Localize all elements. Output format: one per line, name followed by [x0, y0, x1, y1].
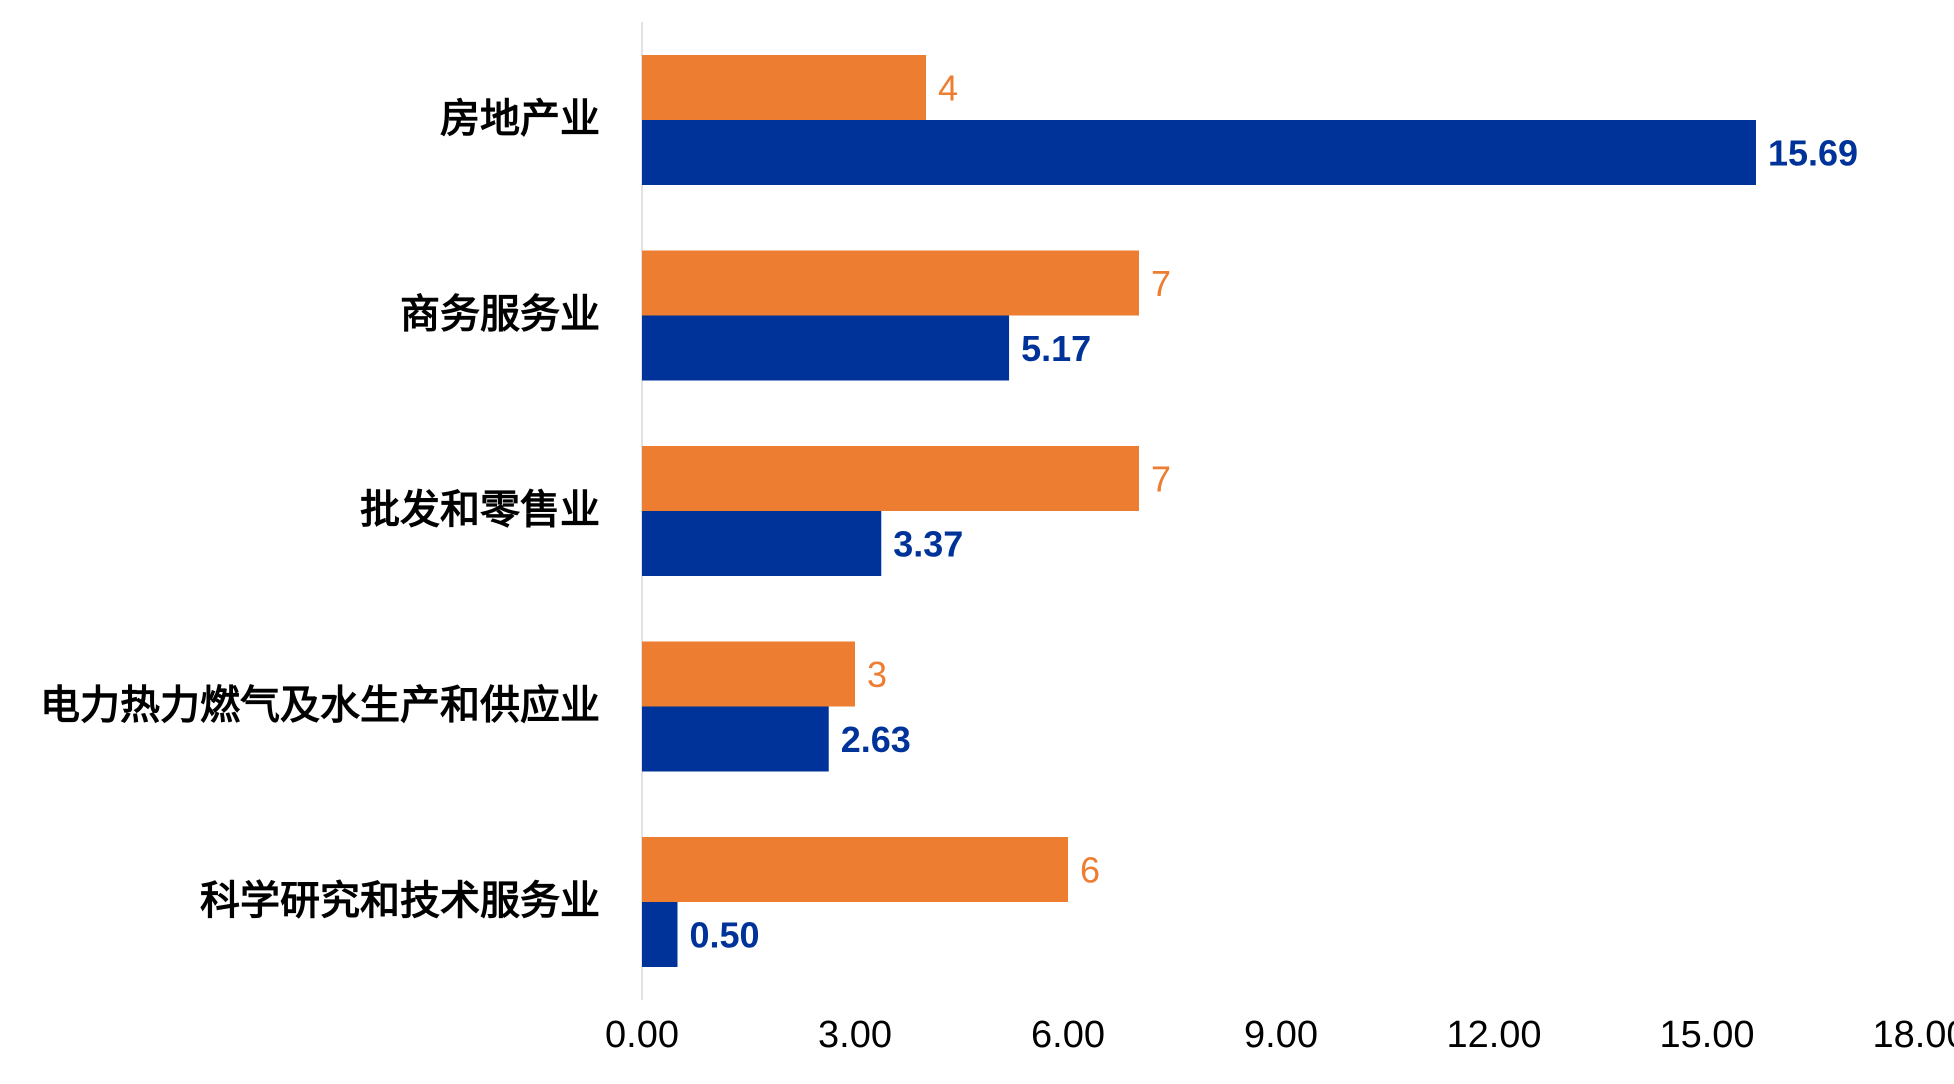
bar-series-2: [642, 315, 1010, 381]
data-label: 4: [938, 68, 958, 109]
data-label: 2.63: [841, 719, 911, 760]
data-label: 3: [867, 654, 887, 695]
data-label: 7: [1151, 263, 1171, 304]
bar-series-1: [642, 250, 1139, 316]
axis-layer: 0.00 3.00 6.00 9.00 12.00 15.00 18.00: [605, 22, 1954, 1056]
x-tick-label: 18.00: [1872, 1014, 1954, 1056]
labels-layer: 房地产业 4 15.69 商务服务业 7 5.17 批发和零售业 7 3.37 电力热力燃气及水生…: [40, 68, 1858, 956]
category-label: 商务服务业: [400, 293, 600, 337]
category-label: 电力热力燃气及水生产和供应业: [40, 684, 600, 728]
bar-series-1: [642, 641, 855, 707]
bar-series-2: [642, 902, 678, 967]
bar-series-1: [642, 55, 926, 120]
data-label: 5.17: [1021, 328, 1091, 369]
x-tick-label: 9.00: [1244, 1014, 1318, 1056]
bar-series-1: [642, 837, 1068, 902]
category-label: 房地产业: [440, 97, 600, 141]
bar-series-2: [642, 120, 1756, 185]
data-label: 0.50: [690, 915, 760, 956]
data-label: 15.69: [1768, 133, 1858, 174]
x-tick-label: 0.00: [605, 1014, 679, 1056]
category-label: 批发和零售业: [360, 488, 600, 532]
x-tick-label: 3.00: [818, 1014, 892, 1056]
data-label: 3.37: [893, 524, 963, 565]
x-tick-label: 15.00: [1659, 1014, 1754, 1056]
bars-layer: [642, 55, 1756, 967]
x-tick-label: 12.00: [1446, 1014, 1541, 1056]
category-label: 科学研究和技术服务业: [200, 879, 600, 923]
x-tick-label: 6.00: [1031, 1014, 1105, 1056]
bar-series-2: [642, 706, 829, 772]
bar-series-1: [642, 446, 1139, 511]
data-label: 7: [1151, 459, 1171, 500]
data-label: 6: [1080, 850, 1100, 891]
bar-series-2: [642, 511, 882, 576]
